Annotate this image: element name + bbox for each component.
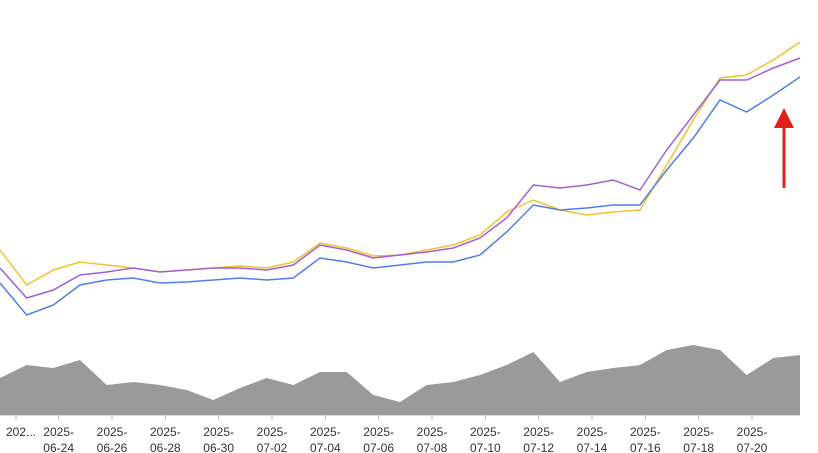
x-tick-label: 202...: [5, 425, 37, 439]
x-tick-label: 2025-06-28: [149, 425, 181, 453]
x-tick-label: 2025-06-30: [203, 425, 234, 453]
x-tick-label: 2025-07-06: [363, 425, 394, 453]
x-tick-label: 2025-07-20: [736, 425, 768, 453]
x-tick-label: 2025-07-02: [256, 425, 288, 453]
x-tick-label: 2025-07-10: [469, 425, 501, 453]
x-tick-label: 2025-06-26: [96, 425, 128, 453]
red-arrow: [774, 108, 794, 188]
price-line: [0, 76, 801, 316]
price-line: [0, 41, 801, 286]
x-tick-label: 2025-07-12: [523, 425, 554, 453]
x-tick-label: 2025-07-14: [576, 425, 608, 453]
x-tick-label: 2025-07-18: [683, 425, 714, 453]
x-tick-label: 2025-07-04: [309, 425, 341, 453]
x-tick-label: 2025-06-24: [43, 425, 74, 453]
x-tick-label: 2025-07-08: [416, 425, 448, 453]
x-tick-label: 2025-07-16: [629, 425, 661, 453]
price-line: [0, 57, 801, 299]
volume-area: [0, 345, 800, 415]
